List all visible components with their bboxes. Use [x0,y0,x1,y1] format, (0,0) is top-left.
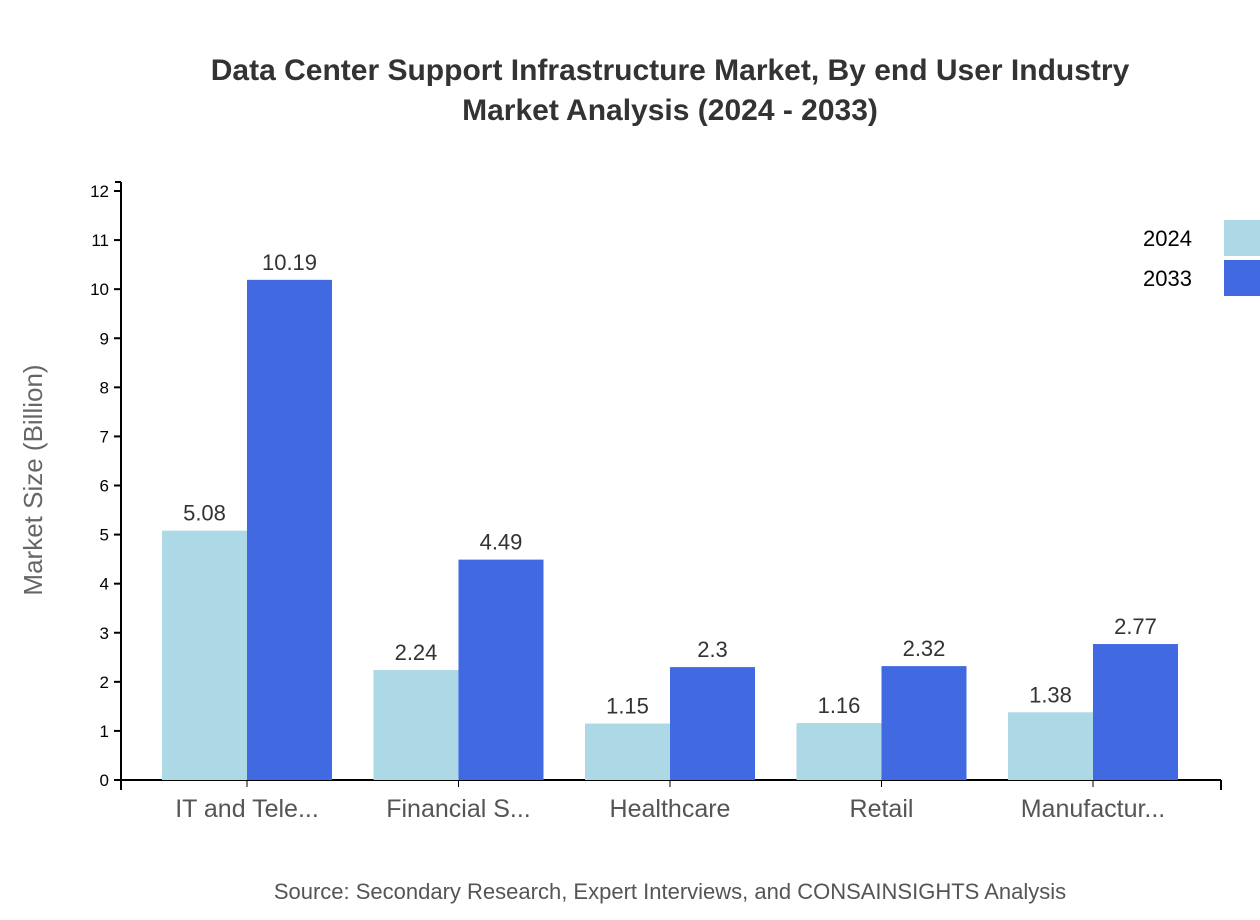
bar-2024 [585,723,670,780]
data-label: 1.38 [1029,682,1072,707]
bar-2024 [1008,712,1093,780]
legend-swatch-2024 [1224,220,1260,256]
y-tick-label: 9 [100,329,109,348]
bar-2033 [247,279,332,780]
data-label: 2.32 [903,636,946,661]
data-label: 1.15 [606,694,649,719]
y-tick-label: 4 [100,575,109,594]
data-label: 2.24 [395,640,438,665]
y-tick-label: 10 [90,280,109,299]
y-tick-label: 5 [100,526,109,545]
chart-title: Data Center Support Infrastructure Marke… [211,54,1130,87]
data-label: 4.49 [480,530,523,555]
data-label: 2.77 [1114,614,1157,639]
bar-2024 [373,670,459,780]
y-tick-label: 0 [100,771,109,790]
y-tick-label: 12 [90,182,109,201]
y-tick-label: 1 [100,722,109,741]
y-tick-label: 8 [100,378,109,397]
x-tick-label: Manufactur... [1021,795,1166,823]
chart-subtitle: Market Analysis (2024 - 2033) [462,94,878,127]
source-note: Source: Secondary Research, Expert Inter… [274,879,1066,904]
y-axis-label: Market Size (Billion) [18,364,48,595]
x-tick-label: Retail [850,795,914,823]
legend: 2024 2033 [1143,220,1260,296]
y-tick-label: 6 [100,477,109,496]
y-tick-label: 11 [91,231,109,250]
bar-2033 [881,666,967,780]
bar-2033 [458,559,544,780]
data-label: 2.3 [697,637,728,662]
x-tick-label: IT and Tele... [175,795,319,823]
bar-2033 [670,667,755,780]
bars: 5.08 10.19 2.24 4.49 1.15 2.3 1.16 2.32 1.38 2.77 [162,250,1178,780]
data-label: 10.19 [262,250,317,275]
legend-label: 2024 [1143,226,1192,251]
legend-label: 2033 [1143,266,1192,291]
bar-2033 [1093,644,1178,780]
x-tick-label: Healthcare [610,795,731,823]
y-tick-label: 2 [100,673,109,692]
legend-swatch-2033 [1224,260,1260,296]
data-label: 5.08 [183,501,226,526]
data-label: 1.16 [818,693,861,718]
bar-2024 [796,723,882,780]
x-tick-label: Financial S... [386,795,531,823]
y-tick-label: 7 [100,427,109,446]
y-tick-label: 3 [100,624,109,643]
bar-2024 [162,530,247,780]
